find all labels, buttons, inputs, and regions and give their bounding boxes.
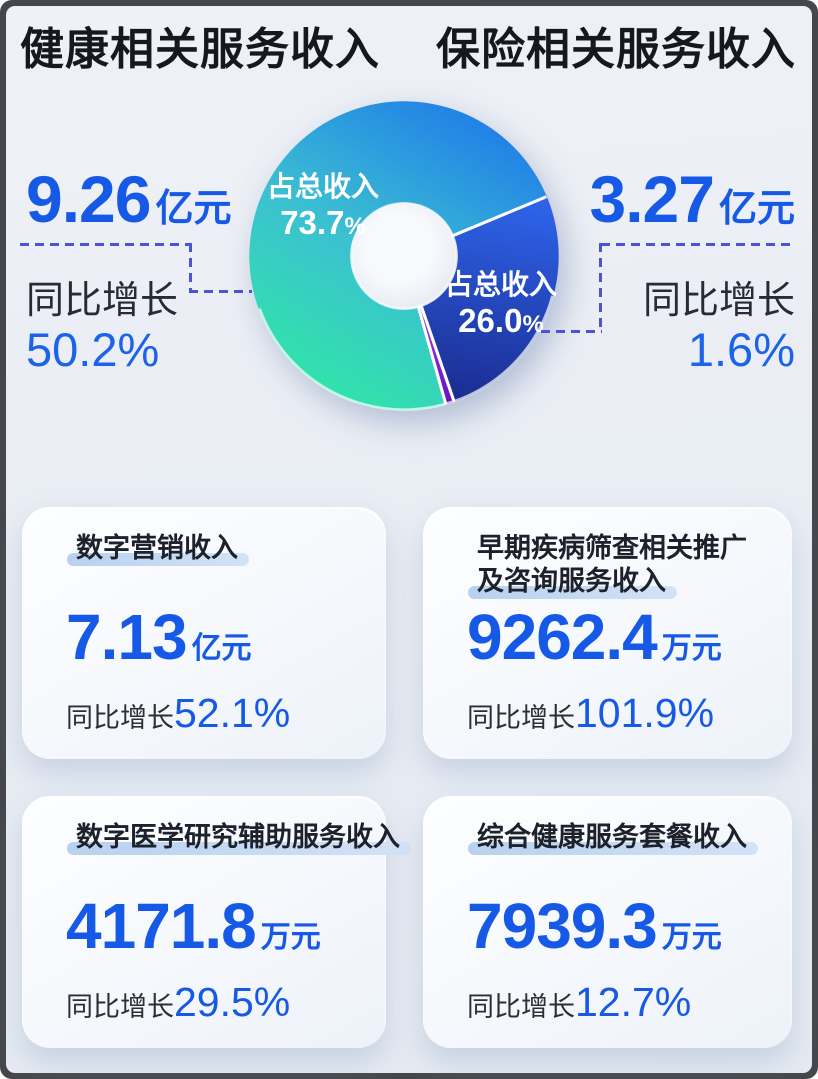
card-value: 4171.8 万元 [66, 890, 321, 962]
insurance-growth-label: 同比增长 [642, 280, 795, 322]
pie-slice-健康相关服务收入 [249, 101, 547, 411]
pie-separator [451, 195, 547, 238]
card-growth: 同比增长 101.9% [467, 690, 715, 736]
health-revenue-number: 9.26 [26, 162, 151, 236]
connector-dashed-left [189, 243, 192, 293]
card-title: 数字医学研究辅助服务收入 [67, 822, 411, 855]
card-title: 综合健康服务套餐收入 [468, 822, 758, 855]
pie-label-health-share: 占总收入 73.7% [243, 171, 403, 241]
donut-inner-ring [350, 202, 458, 310]
donut-outer-highlight [258, 295, 554, 411]
donut-chart [249, 101, 559, 411]
health-revenue-value: 9.26 亿元 [26, 162, 232, 236]
connector-dashed-left [189, 290, 252, 293]
health-growth-value: 50.2% [26, 323, 160, 376]
card-title: 早期疾病筛查相关推广 及咨询服务收入 [468, 533, 747, 599]
card-title: 数字营销收入 [67, 533, 249, 566]
pie-separator [416, 305, 448, 405]
pie-separator [419, 304, 456, 403]
title-insurance-services: 保险相关服务收入 [436, 25, 796, 74]
insurance-revenue-value: 3.27 亿元 [589, 162, 795, 236]
metric-cards-grid: 数字营销收入 7.13 亿元 同比增长 52.1% 早期疾病筛查相关推广 及咨询… [22, 507, 792, 1048]
card-health-package: 综合健康服务套餐收入 7939.3 万元 同比增长 12.7% [423, 796, 792, 1048]
card-value: 7939.3 万元 [467, 890, 722, 962]
card-digital-marketing: 数字营销收入 7.13 亿元 同比增长 52.1% [22, 507, 386, 759]
insurance-revenue-unit: 亿元 [718, 187, 795, 230]
health-growth-label: 同比增长 [26, 280, 179, 322]
card-growth: 同比增长 52.1% [66, 690, 291, 736]
pie-share-label: 占总收入 [266, 171, 379, 202]
card-value: 9262.4 万元 [467, 601, 722, 673]
pie-share-label: 占总收入 [444, 269, 557, 300]
donut-hole [352, 204, 456, 308]
pie-label-insurance-share: 占总收入 26.0% [421, 269, 581, 339]
connector-dashed-right [541, 330, 602, 333]
pie-share-percent: 26.0% [458, 302, 544, 340]
health-revenue-unit: 亿元 [155, 187, 232, 230]
pie-share-percent: 73.7% [280, 204, 366, 242]
connector-dashed-left [20, 243, 192, 246]
connector-dashed-right [599, 243, 602, 333]
title-health-services: 健康相关服务收入 [20, 25, 380, 74]
card-early-screening: 早期疾病筛查相关推广 及咨询服务收入 9262.4 万元 同比增长 101.9% [423, 507, 792, 759]
card-value: 7.13 亿元 [66, 601, 252, 673]
insurance-growth-value: 1.6% [687, 323, 795, 376]
card-growth: 同比增长 29.5% [66, 979, 291, 1025]
card-growth: 同比增长 12.7% [467, 979, 692, 1025]
connector-dashed-right [601, 243, 794, 246]
card-medical-research: 数字医学研究辅助服务收入 4171.8 万元 同比增长 29.5% [22, 796, 411, 1048]
insurance-revenue-number: 3.27 [589, 162, 715, 236]
